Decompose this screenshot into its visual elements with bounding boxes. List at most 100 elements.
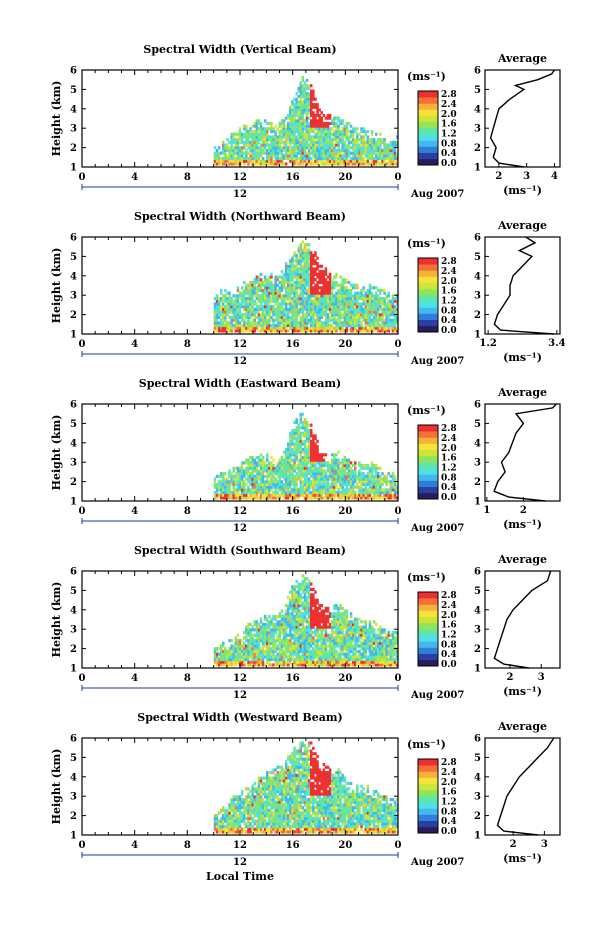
heatmap-cell <box>394 149 397 152</box>
heatmap-cell <box>218 154 221 157</box>
heatmap-cell <box>354 467 357 470</box>
avg-y-tick-label: 1 <box>474 497 481 508</box>
heatmap-cell <box>369 494 372 497</box>
heatmap-cell <box>277 491 280 494</box>
height-ylabel: Height (km) <box>50 248 63 324</box>
heatmap-cell <box>241 467 244 470</box>
colorbar-tick-label: 0.4 <box>441 483 457 493</box>
heatmap-cell <box>295 486 298 489</box>
heatmap-cell <box>281 152 284 155</box>
heatmap-cell <box>224 647 227 650</box>
heatmap-cell <box>289 639 292 642</box>
panel-title: Spectral Width (Eastward Beam) <box>139 377 341 390</box>
heatmap-cell <box>354 130 357 133</box>
heatmap-cell <box>224 289 227 292</box>
heatmap-cell <box>333 496 336 499</box>
colorbar-swatch <box>418 295 438 302</box>
heatmap-cell <box>388 329 391 332</box>
heatmap-cell <box>243 663 246 666</box>
heatmap-cells <box>214 76 399 165</box>
heatmap-cell <box>327 125 330 128</box>
x-tick-label: 8 <box>184 172 191 183</box>
heatmap-cell <box>352 135 355 138</box>
heatmap-cell <box>293 133 296 136</box>
heatmap-cell <box>274 133 277 136</box>
x-tick-label: 20 <box>338 172 352 183</box>
heatmap-cell <box>394 478 397 481</box>
heatmap-cell <box>266 459 269 462</box>
heatmap-cell <box>230 472 233 475</box>
heatmap-cell <box>214 478 217 481</box>
heatmap-cell <box>312 257 315 260</box>
heatmap-cell <box>272 636 275 639</box>
avg-x-tick-label: 4 <box>551 171 558 182</box>
heatmap-cell <box>358 469 361 472</box>
heatmap-cell <box>314 98 317 101</box>
heatmap-cell <box>335 453 338 456</box>
colorbar-swatch <box>418 450 438 457</box>
heatmap-cell <box>302 294 305 297</box>
colorbar-swatch <box>418 444 438 451</box>
heatmap-cell <box>306 464 309 467</box>
heatmap-cell <box>331 141 334 144</box>
colorbar-tick-label: 2.4 <box>441 267 457 277</box>
heatmap-cell <box>251 626 254 629</box>
heatmap-cells <box>214 240 399 332</box>
heatmap-cell <box>260 302 263 305</box>
heatmap-cell <box>379 133 382 136</box>
heatmap-cell <box>274 478 277 481</box>
colorbar-swatch <box>418 307 438 314</box>
heatmap-cell <box>367 135 370 138</box>
heatmap-cell <box>249 127 252 130</box>
heatmap-cell <box>233 154 236 157</box>
heatmap-cell <box>341 138 344 141</box>
heatmap-cell <box>295 305 298 308</box>
avg-y-tick-label: 6 <box>474 66 481 77</box>
heatmap-cell <box>381 316 384 319</box>
heatmap-cell <box>254 284 257 287</box>
heatmap-cell <box>314 259 317 262</box>
heatmap-cell <box>329 130 332 133</box>
heatmap-cell <box>352 483 355 486</box>
heatmap-cell <box>377 321 380 324</box>
heatmap-cell <box>310 100 313 103</box>
heatmap-cell <box>360 486 363 489</box>
heatmap-cell <box>304 443 307 446</box>
colorbar-tick-label: 1.6 <box>441 287 457 297</box>
heatmap-cell <box>251 636 254 639</box>
height-ylabel: Height (km) <box>50 81 63 157</box>
heatmap-cell <box>291 472 294 475</box>
heatmap-cell <box>383 292 386 295</box>
avg-y-tick-label: 3 <box>474 458 481 469</box>
heatmap-cell <box>293 117 296 120</box>
heatmap-cell <box>254 313 257 316</box>
heatmap-cell <box>302 114 305 117</box>
heatmap-cell <box>291 278 294 281</box>
heatmap-cell <box>287 610 290 613</box>
heatmap-cell <box>346 133 349 136</box>
heatmap-cell <box>335 329 338 332</box>
colorbar-swatch <box>418 258 438 265</box>
colorbar-swatch <box>418 431 438 438</box>
heatmap-cell <box>385 475 388 478</box>
heatmap-cell <box>323 276 326 279</box>
heatmap-cell <box>262 459 265 462</box>
colorbar-swatch <box>418 468 438 475</box>
heatmap-cell <box>302 240 305 243</box>
heatmap-cell <box>279 144 282 147</box>
x-tick-label: 4 <box>131 339 138 350</box>
heatmap-cell <box>358 133 361 136</box>
x-tick-label: 0 <box>79 339 86 350</box>
heatmap-cell <box>325 267 328 270</box>
heatmap-cell <box>337 451 340 454</box>
heatmap-cell <box>295 265 298 268</box>
heatmap-cell <box>350 125 353 128</box>
heatmap-cell <box>333 146 336 149</box>
heatmap-cell <box>281 160 284 163</box>
heatmap-cell <box>230 321 233 324</box>
heatmap-cell <box>388 294 391 297</box>
heatmap-cell <box>293 251 296 254</box>
heatmap-cell <box>321 117 324 120</box>
heatmap-cell <box>367 130 370 133</box>
heatmap-cell <box>245 483 248 486</box>
